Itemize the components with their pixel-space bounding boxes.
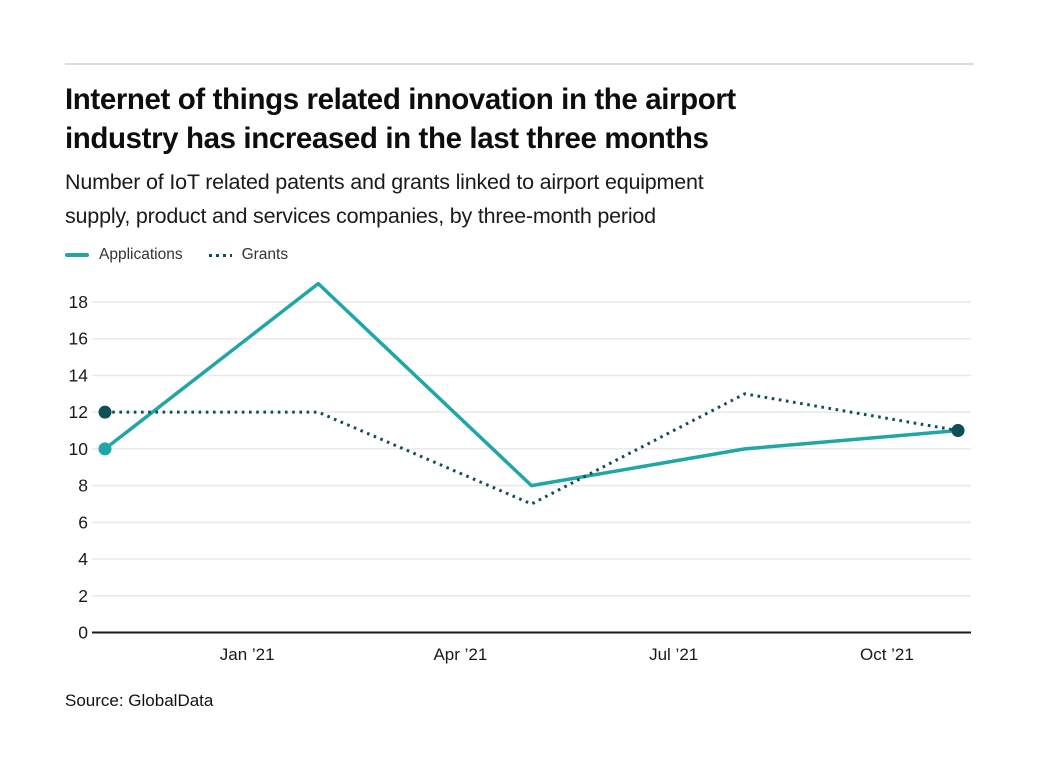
y-tick-label: 14 <box>69 365 89 385</box>
source-note: Source: GlobalData <box>65 691 214 710</box>
page-subtitle: Number of IoT related patents and grants… <box>65 165 704 233</box>
y-tick-label: 16 <box>69 329 88 349</box>
data-point-marker-grants <box>951 424 965 438</box>
data-point-marker-applications <box>98 442 112 456</box>
page-title: Internet of things related innovation in… <box>65 80 736 158</box>
chart-legend: Applications Grants <box>65 246 288 264</box>
series-line-grants <box>105 392 959 506</box>
page-subtitle-line2: supply, product and services companies, … <box>65 204 656 228</box>
data-point-marker-grants <box>98 405 112 419</box>
y-tick-label: 12 <box>69 402 88 422</box>
x-tick-label: Jul ’21 <box>649 645 698 664</box>
y-tick-label: 18 <box>69 292 88 312</box>
x-tick-label: Jan ’21 <box>220 645 275 664</box>
y-tick-label: 0 <box>78 623 88 643</box>
page-title-line1: Internet of things related innovation in… <box>65 83 736 116</box>
x-tick-label: Oct ’21 <box>860 645 914 664</box>
y-tick-label: 4 <box>78 549 88 569</box>
header-divider <box>65 63 974 65</box>
x-tick-label: Apr ’21 <box>433 645 487 664</box>
page-title-line2: industry has increased in the last three… <box>65 122 709 155</box>
applications-line-swatch-icon <box>65 253 89 257</box>
legend-label-applications: Applications <box>99 246 183 263</box>
y-tick-label: 2 <box>78 586 88 606</box>
y-tick-label: 10 <box>69 439 89 459</box>
y-tick-label: 6 <box>78 512 88 532</box>
legend-item-applications: Applications <box>65 246 183 264</box>
page-subtitle-line1: Number of IoT related patents and grants… <box>65 170 704 194</box>
legend-item-grants: Grants <box>208 246 289 264</box>
series-line-applications <box>103 281 959 488</box>
y-tick-label: 8 <box>78 476 88 496</box>
grants-dotted-swatch-icon <box>208 253 232 257</box>
legend-label-grants: Grants <box>241 246 289 263</box>
